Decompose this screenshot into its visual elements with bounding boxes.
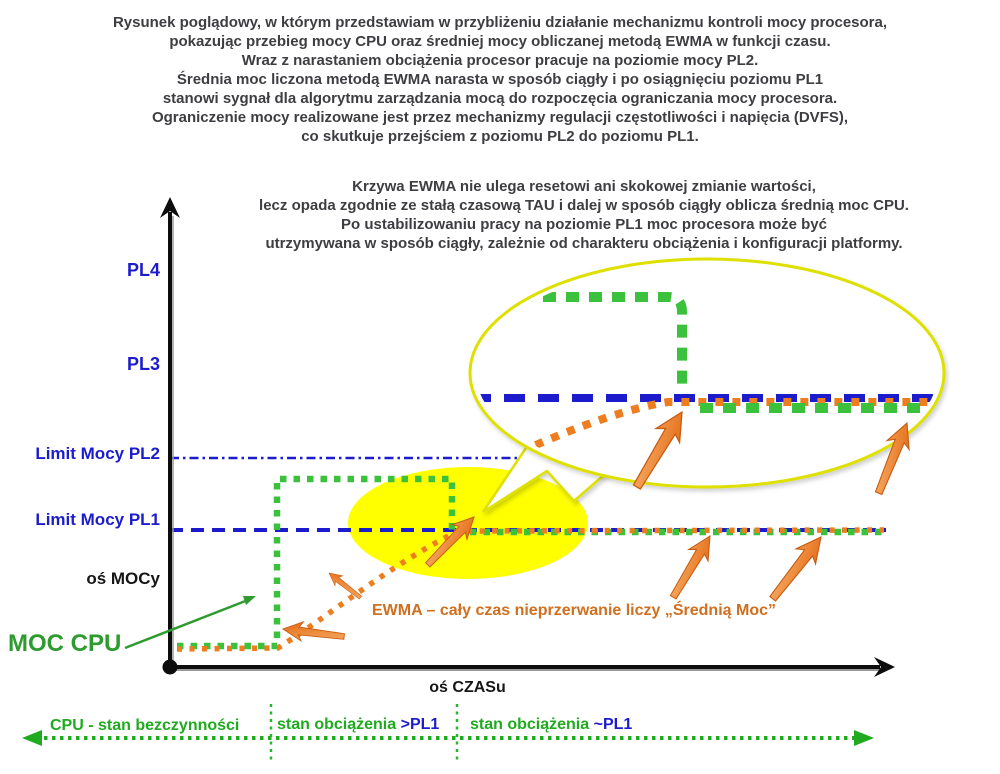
title-line: co skutkuje przejściem z poziomu PL2 do … [301, 128, 699, 145]
y-axis-arrowhead-icon [160, 197, 180, 218]
title-line: Rysunek poglądowy, w którym przedstawiam… [112, 14, 888, 31]
zoom-callout-bubble [468, 257, 946, 489]
timeline-segment-load-approx-pl1-text: stan obciążenia [470, 716, 594, 733]
time-axis-label: oś CZASu [429, 679, 506, 696]
arrow-ewma-upper-icon [324, 567, 365, 603]
note-line: Po ustabilizowaniu pracy na poziomie PL1… [341, 216, 827, 233]
note-line: lecz opada zgodnie ze stałą czasową TAU … [259, 197, 909, 214]
callout-content [476, 292, 938, 456]
title-line: stanowi sygnał dla algorytmu zarządzania… [162, 90, 838, 107]
moc-cpu-pointer-arrowhead-icon [243, 596, 256, 605]
timeline-segment-load-approx-pl1: stan obciążenia ~PL1 [470, 716, 632, 734]
arrow-pl1-mid-icon [663, 529, 721, 604]
ewma-curve [176, 527, 885, 652]
y-tick-label-pl4: PL4 [126, 260, 160, 280]
cpu-power-series-label: MOC CPU [8, 630, 122, 657]
timeline-segment-load-gt-pl1-suffix: >PL1 [400, 716, 440, 733]
ewma-note-paragraph: Krzywa EWMA nie ulega resetowi ani skoko… [170, 177, 998, 253]
title-paragraph: Rysunek poglądowy, w którym przedstawiam… [8, 13, 992, 146]
arrow-pl1-right-icon [762, 528, 832, 607]
title-line: Ograniczenie mocy realizowane jest przez… [151, 109, 849, 126]
limit-pl2-label: Limit Mocy PL2 [35, 444, 160, 463]
power-axis-label: oś MOCy [86, 569, 160, 588]
timeline-segment-load-approx-pl1-suffix: ~PL1 [593, 716, 633, 733]
note-line: utrzymywana w sposób ciągły, zależnie od… [265, 235, 903, 252]
limit-pl1-label: Limit Mocy PL1 [35, 510, 160, 529]
callout-cpu-curve-drop [520, 292, 687, 393]
moc-cpu-pointer-line [124, 598, 249, 650]
timeline-right-arrowhead-icon [854, 730, 874, 746]
origin-dot [162, 659, 178, 675]
timeline-segment-idle-text: CPU - stan bezczynności [50, 717, 240, 734]
ewma-series-label: EWMA – cały czas nieprzerwanie liczy „Śr… [372, 602, 776, 619]
title-line: pokazując przebieg mocy CPU oraz średnie… [169, 33, 831, 50]
timeline-segment-load-gt-pl1: stan obciążenia >PL1 [277, 716, 439, 734]
callout-ewma-curve [518, 398, 938, 456]
x-axis-arrowhead-icon [874, 657, 895, 677]
note-line: Krzywa EWMA nie ulega resetowi ani skoko… [352, 178, 816, 195]
timeline-segment-idle: CPU - stan bezczynności [50, 717, 239, 735]
timeline-segment-load-gt-pl1-text: stan obciążenia [277, 716, 401, 733]
title-line: Średnia moc liczona metodą EWMA narasta … [176, 71, 824, 88]
cpu-power-curve [177, 475, 884, 650]
title-line: Wraz z narastaniem obciążenia procesor p… [241, 52, 759, 69]
timeline-left-arrowhead-icon [22, 730, 42, 746]
y-tick-label-pl3: PL3 [126, 354, 160, 374]
